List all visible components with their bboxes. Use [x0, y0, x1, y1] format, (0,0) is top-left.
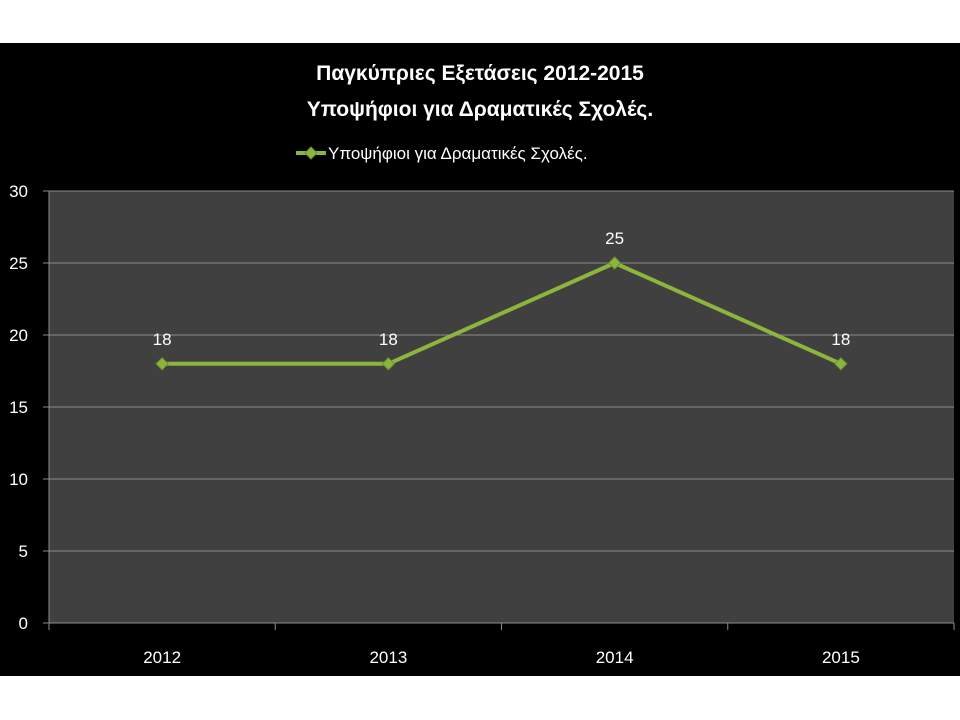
- data-point-marker: [607, 256, 622, 270]
- x-tick-label: 2015: [822, 648, 860, 667]
- data-point-marker: [381, 357, 396, 371]
- legend-marker: [304, 146, 318, 160]
- y-tick-label: 25: [9, 254, 28, 273]
- data-label: 25: [605, 229, 624, 248]
- chart-title-line-1: Παγκύπριες Εξετάσεις 2012-2015: [316, 62, 644, 85]
- data-label: 18: [153, 330, 172, 349]
- y-tick-label: 0: [19, 614, 28, 633]
- y-tick-label: 20: [9, 326, 28, 345]
- data-point-marker: [834, 357, 848, 371]
- y-tick-label: 5: [19, 542, 28, 561]
- x-tick-label: 2014: [596, 648, 634, 667]
- legend: Υποψήφιοι για Δραματικές Σχολές.: [296, 144, 588, 163]
- data-label: 18: [831, 330, 850, 349]
- y-tick-label: 10: [9, 470, 28, 489]
- y-tick-label: 15: [9, 398, 28, 417]
- x-tick-label: 2012: [143, 648, 181, 667]
- legend-label: Υποψήφιοι για Δραματικές Σχολές.: [328, 144, 588, 163]
- chart-title-line-2: Υποψήφιοι για Δραματικές Σχολές.: [307, 98, 653, 121]
- data-point-marker: [155, 357, 169, 371]
- y-tick-label: 30: [9, 182, 28, 201]
- x-tick-label: 2013: [369, 648, 407, 667]
- data-label: 18: [379, 330, 398, 349]
- plot-area: 0 5 10 15 20 25 30 2012 2013 2014 2015 18 18 25 18: [9, 182, 955, 667]
- series-line: [160, 261, 843, 366]
